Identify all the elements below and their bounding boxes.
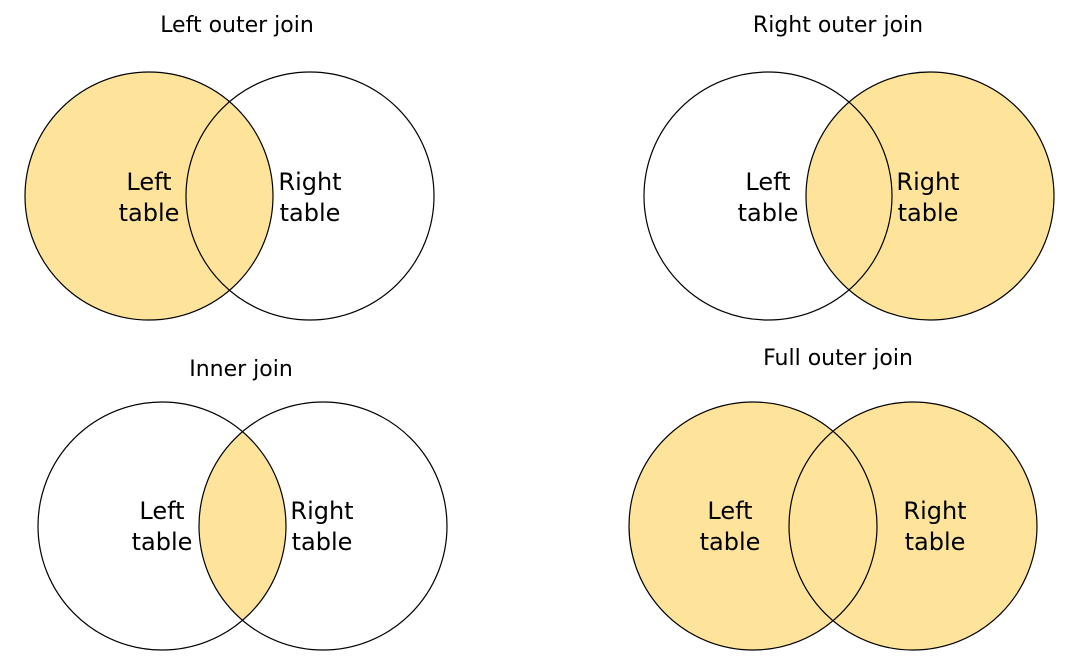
panel-full-outer-join: Full outer join Left table Right table xyxy=(628,346,1038,651)
left-table-label-line2: table xyxy=(119,199,180,227)
right-table-label-line2: table xyxy=(292,528,353,556)
panel-title: Inner join xyxy=(189,357,293,382)
right-table-label-line2: table xyxy=(898,199,959,227)
panel-right-outer-join: Right outer join Left table Right table xyxy=(643,13,1055,321)
right-table-label-line1: Right xyxy=(903,497,966,525)
right-table-label-line1: Right xyxy=(896,168,959,196)
left-table-circle xyxy=(643,71,893,321)
panel-left-outer-join: Left outer join Left table Right table xyxy=(24,13,435,321)
right-table-circle xyxy=(805,71,1055,321)
left-table-label-line1: Left xyxy=(745,168,790,196)
right-table-circle xyxy=(185,71,435,321)
right-table-label-line1: Right xyxy=(290,497,353,525)
right-table-fill xyxy=(789,402,1037,650)
right-table-label-line1: Right xyxy=(278,168,341,196)
left-table-circle xyxy=(628,401,878,651)
right-table-label-line2: table xyxy=(280,199,341,227)
left-table-circle xyxy=(24,71,274,321)
right-table-circle xyxy=(788,401,1038,651)
right-table-circle xyxy=(198,401,448,651)
intersection-fill xyxy=(199,402,286,650)
right-table-label-line2: table xyxy=(905,528,966,556)
left-table-label-line2: table xyxy=(132,528,193,556)
panel-title: Full outer join xyxy=(763,346,913,371)
panel-title: Left outer join xyxy=(160,13,314,38)
left-table-label-line2: table xyxy=(738,199,799,227)
left-table-circle xyxy=(37,401,287,651)
left-table-label-line1: Left xyxy=(126,168,171,196)
panel-inner-join: Inner join Left table Right table xyxy=(37,357,448,651)
left-table-label-line2: table xyxy=(700,528,761,556)
panel-title: Right outer join xyxy=(753,13,923,38)
left-table-label-line1: Left xyxy=(139,497,184,525)
left-table-label-line1: Left xyxy=(707,497,752,525)
right-table-fill xyxy=(806,72,1054,320)
left-table-fill xyxy=(25,72,273,320)
